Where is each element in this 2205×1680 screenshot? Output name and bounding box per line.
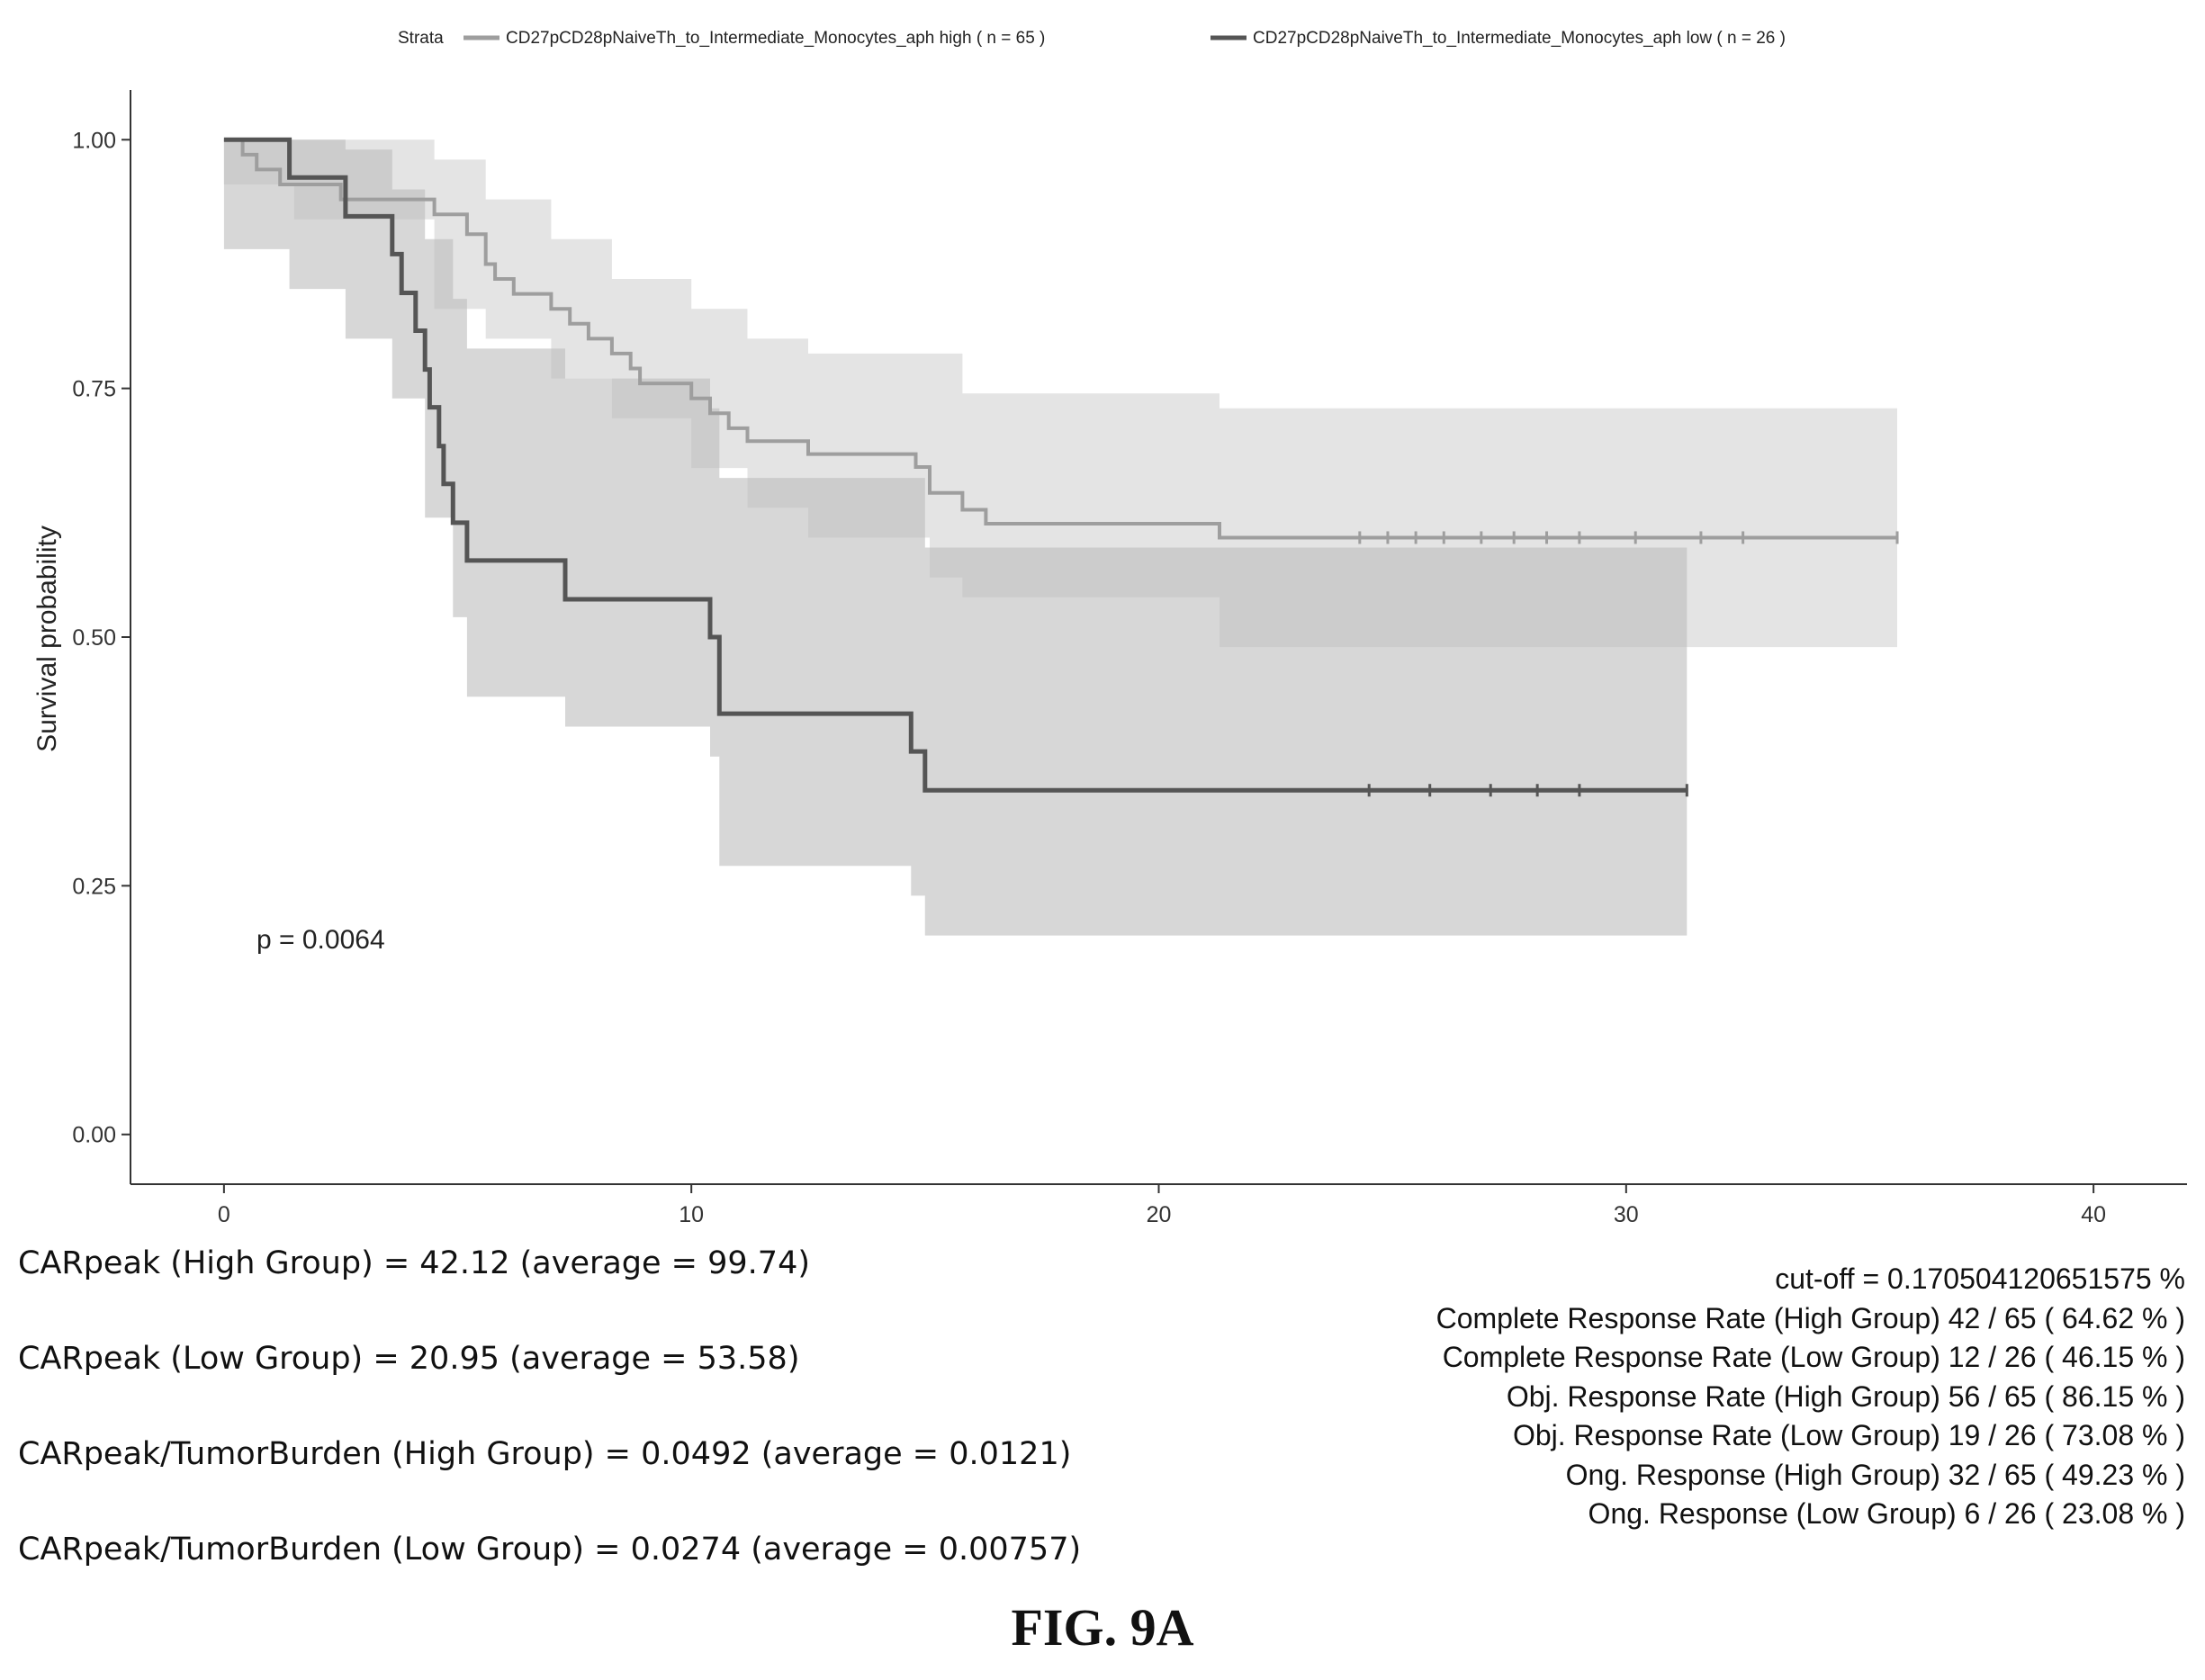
stat-objective-response-high: Obj. Response Rate (High Group) 56 / 65 … [1506, 1379, 2185, 1413]
survival-curve-low [223, 137, 1688, 793]
stat-ongoing-response-low: Ong. Response (Low Group) 6 / 26 ( 23.08… [1588, 1497, 2185, 1530]
kaplan-meier-plot: Strata CD27pCD28pNaiveTh_to_Intermediate… [32, 29, 2187, 1227]
x-tick-label: 0 [218, 1202, 230, 1227]
censor-marks [1358, 531, 1899, 797]
survival-curve-high [223, 138, 1897, 540]
legend-title: Strata [398, 29, 444, 48]
stat-ongoing-response-high: Ong. Response (High Group) 32 / 65 ( 49.… [1565, 1458, 2185, 1491]
y-tick-label: 0.25 [72, 874, 116, 899]
survival-curves [223, 137, 1897, 793]
legend-label-high: CD27pCD28pNaiveTh_to_Intermediate_Monocy… [506, 29, 1045, 48]
x-tick-label: 40 [2081, 1202, 2106, 1227]
y-tick-label: 0.75 [72, 377, 116, 402]
stat-carpeak-tumorburden-high: CARpeak/TumorBurden (High Group) = 0.049… [18, 1436, 1072, 1472]
figure-caption: FIG. 9A [1011, 1598, 1194, 1657]
y-ticks: 0.00 0.25 0.50 0.75 1.00 [72, 128, 130, 1148]
legend: Strata CD27pCD28pNaiveTh_to_Intermediate… [398, 29, 1786, 48]
stat-carpeak-tumorburden-low: CARpeak/TumorBurden (Low Group) = 0.0274… [18, 1532, 1082, 1568]
car-peak-stats: CARpeak (High Group) = 42.12 (average = … [18, 1240, 1188, 1622]
stat-carpeak-low: CARpeak (Low Group) = 20.95 (average = 5… [18, 1341, 800, 1377]
y-tick-label: 1.00 [72, 128, 116, 153]
p-value-annotation: p = 0.0064 [256, 925, 385, 955]
y-tick-label: 0.00 [72, 1123, 116, 1148]
ci-band-high [223, 139, 1897, 648]
x-tick-label: 20 [1147, 1202, 1172, 1227]
x-tick-label: 10 [679, 1202, 704, 1227]
stat-carpeak-high: CARpeak (High Group) = 42.12 (average = … [18, 1245, 810, 1281]
y-axis-label: Survival probability [32, 526, 62, 752]
y-tick-label: 0.50 [72, 625, 116, 651]
stat-objective-response-low: Obj. Response Rate (Low Group) 19 / 26 (… [1512, 1419, 2185, 1451]
ci-band-low [223, 139, 1688, 936]
x-ticks: 0 10 20 30 40 [218, 1184, 2106, 1227]
ci-bands [223, 139, 1897, 936]
stat-cutoff: cut-off = 0.170504120651575 % [1775, 1262, 2185, 1295]
response-rate-stats: cut-off = 0.170504120651575 % Complete R… [1195, 1260, 2185, 1534]
stat-complete-response-low: Complete Response Rate (Low Group) 12 / … [1442, 1341, 2185, 1373]
legend-label-low: CD27pCD28pNaiveTh_to_Intermediate_Monocy… [1253, 29, 1786, 48]
x-tick-label: 30 [1614, 1202, 1639, 1227]
stat-complete-response-high: Complete Response Rate (High Group) 42 /… [1436, 1301, 2185, 1334]
